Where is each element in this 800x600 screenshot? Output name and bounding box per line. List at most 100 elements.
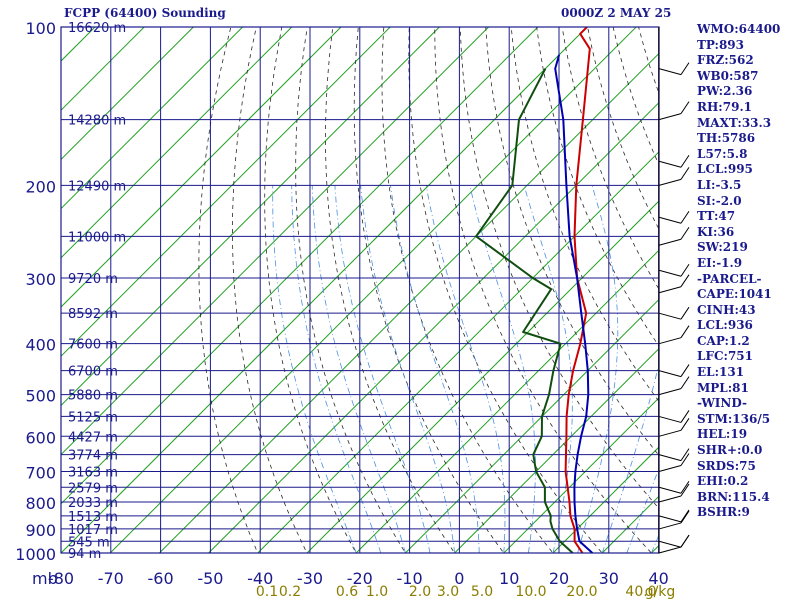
height-label: 8592 m xyxy=(68,307,118,322)
dry-adiabat xyxy=(295,27,406,553)
wind-barb-flag xyxy=(680,210,690,224)
pressure-tick-label: 700 xyxy=(25,464,56,483)
temperature-tick-label: 40 xyxy=(648,569,668,588)
pressure-tick-label: 200 xyxy=(25,177,56,196)
index-item: SW:219 xyxy=(697,240,748,255)
wind-barb xyxy=(658,286,682,294)
height-label: 5125 m xyxy=(68,410,118,425)
pressure-tick-label: 800 xyxy=(25,494,56,513)
dry-adiabat xyxy=(561,27,659,290)
parcel-profile xyxy=(554,54,594,553)
dewpoint-profile xyxy=(475,68,574,553)
index-item: KI:36 xyxy=(697,224,735,239)
isotherm xyxy=(503,397,659,553)
isotherm xyxy=(61,27,342,308)
wind-barb xyxy=(658,454,682,462)
isotherm xyxy=(552,446,659,553)
wind-barb-flag xyxy=(680,364,690,377)
isotherm xyxy=(159,52,659,553)
index-item: LI:-3.5 xyxy=(697,177,742,192)
mixing-ratio-label: 40.0 xyxy=(625,584,656,600)
height-label: 16620 m xyxy=(68,21,126,36)
wind-barb-flag xyxy=(680,274,690,287)
temperature-tick-label: -50 xyxy=(197,569,223,588)
height-label: 5880 m xyxy=(68,389,118,404)
index-item: BSHR:9 xyxy=(697,505,750,520)
wind-barb xyxy=(658,540,682,548)
temperature-profile xyxy=(564,27,591,553)
wind-barb xyxy=(658,486,682,494)
temperature-tick-label: 0 xyxy=(454,569,464,588)
wind-barb xyxy=(658,388,682,396)
isotherm xyxy=(61,27,489,456)
isotherm xyxy=(109,27,637,553)
height-label: 12490 m xyxy=(68,179,126,194)
mixing-ratio-label: 3.0 xyxy=(437,584,459,600)
temperature-tick-label: -70 xyxy=(98,569,124,588)
mixing-ratio-label: 2.0 xyxy=(409,584,431,600)
dry-adiabat xyxy=(459,27,659,510)
height-label: 94 m xyxy=(68,547,101,562)
isotherm xyxy=(405,298,659,553)
pressure-tick-label: 100 xyxy=(25,19,56,38)
height-label: 9720 m xyxy=(68,272,118,287)
wind-barb xyxy=(658,160,682,168)
wind-barb xyxy=(658,269,682,277)
moist-adiabat xyxy=(291,185,382,553)
wind-barb-flag xyxy=(680,325,690,338)
moist-adiabat xyxy=(469,185,536,553)
dry-adiabat xyxy=(231,27,308,553)
index-item: WB0:587 xyxy=(697,68,759,83)
dry-adiabat xyxy=(434,27,652,553)
isotherm xyxy=(61,27,539,505)
index-item: LCL:936 xyxy=(697,318,753,333)
dry-adiabat xyxy=(198,27,259,553)
index-item: RH:79.1 xyxy=(697,99,752,114)
wind-barb-flag xyxy=(680,448,690,461)
index-item: MPL:81 xyxy=(697,380,749,395)
dry-adiabat xyxy=(325,27,456,553)
isotherm xyxy=(208,101,659,553)
wind-barb-flag xyxy=(680,510,690,524)
wind-barb-flag xyxy=(680,410,690,423)
isotherm xyxy=(355,249,659,553)
index-item: TP:893 xyxy=(697,37,745,52)
mixing-ratio-label: 0.2 xyxy=(279,584,301,600)
pressure-axis-label: mb xyxy=(32,569,58,588)
wind-barb-flag xyxy=(680,167,690,180)
index-item: EL:131 xyxy=(697,365,745,380)
height-label: 11000 m xyxy=(68,230,126,245)
wind-barb xyxy=(658,465,682,473)
mixing-ratio-label: 0.6 xyxy=(336,584,358,600)
height-label: 1513 m xyxy=(68,510,118,525)
indices-panel: WMO:64400 TP:893 FRZ:562 WB0:587 PW:2.36 RH:7… xyxy=(697,22,800,521)
temperature-tick-label: -60 xyxy=(148,569,174,588)
isotherm xyxy=(61,27,391,357)
index-item: PW:2.36 xyxy=(697,84,753,99)
isotherm xyxy=(61,27,194,161)
index-item: WMO:64400 xyxy=(697,22,781,36)
height-label: 7600 m xyxy=(68,338,118,353)
isotherm xyxy=(454,347,659,553)
wind-barbs xyxy=(658,27,690,554)
wind-barb xyxy=(658,415,682,423)
moist-adiabat xyxy=(360,185,455,553)
mixing-ratio-label: 5.0 xyxy=(471,584,493,600)
mixing-ratio-label: 0.1 xyxy=(256,584,278,600)
index-item: LCL:995 xyxy=(697,162,753,177)
temperature-tick-label: -20 xyxy=(347,569,373,588)
temperature-tick-label: -40 xyxy=(247,569,273,588)
wind-barb xyxy=(658,113,682,121)
temperature-tick-label: 20 xyxy=(549,569,569,588)
height-label: 2033 m xyxy=(68,496,118,511)
wind-barb-flag xyxy=(680,534,690,548)
index-item: FRZ:562 xyxy=(697,53,754,68)
height-label: 3774 m xyxy=(68,449,118,464)
wind-barb-flag xyxy=(680,509,690,523)
mixing-ratio-label: 20.0 xyxy=(566,584,597,600)
height-label: 545 m xyxy=(68,535,110,550)
index-item: TT:47 xyxy=(697,209,736,224)
mixing-ratio-label: g/kg xyxy=(645,584,676,600)
index-item: L57:5.8 xyxy=(697,146,748,161)
